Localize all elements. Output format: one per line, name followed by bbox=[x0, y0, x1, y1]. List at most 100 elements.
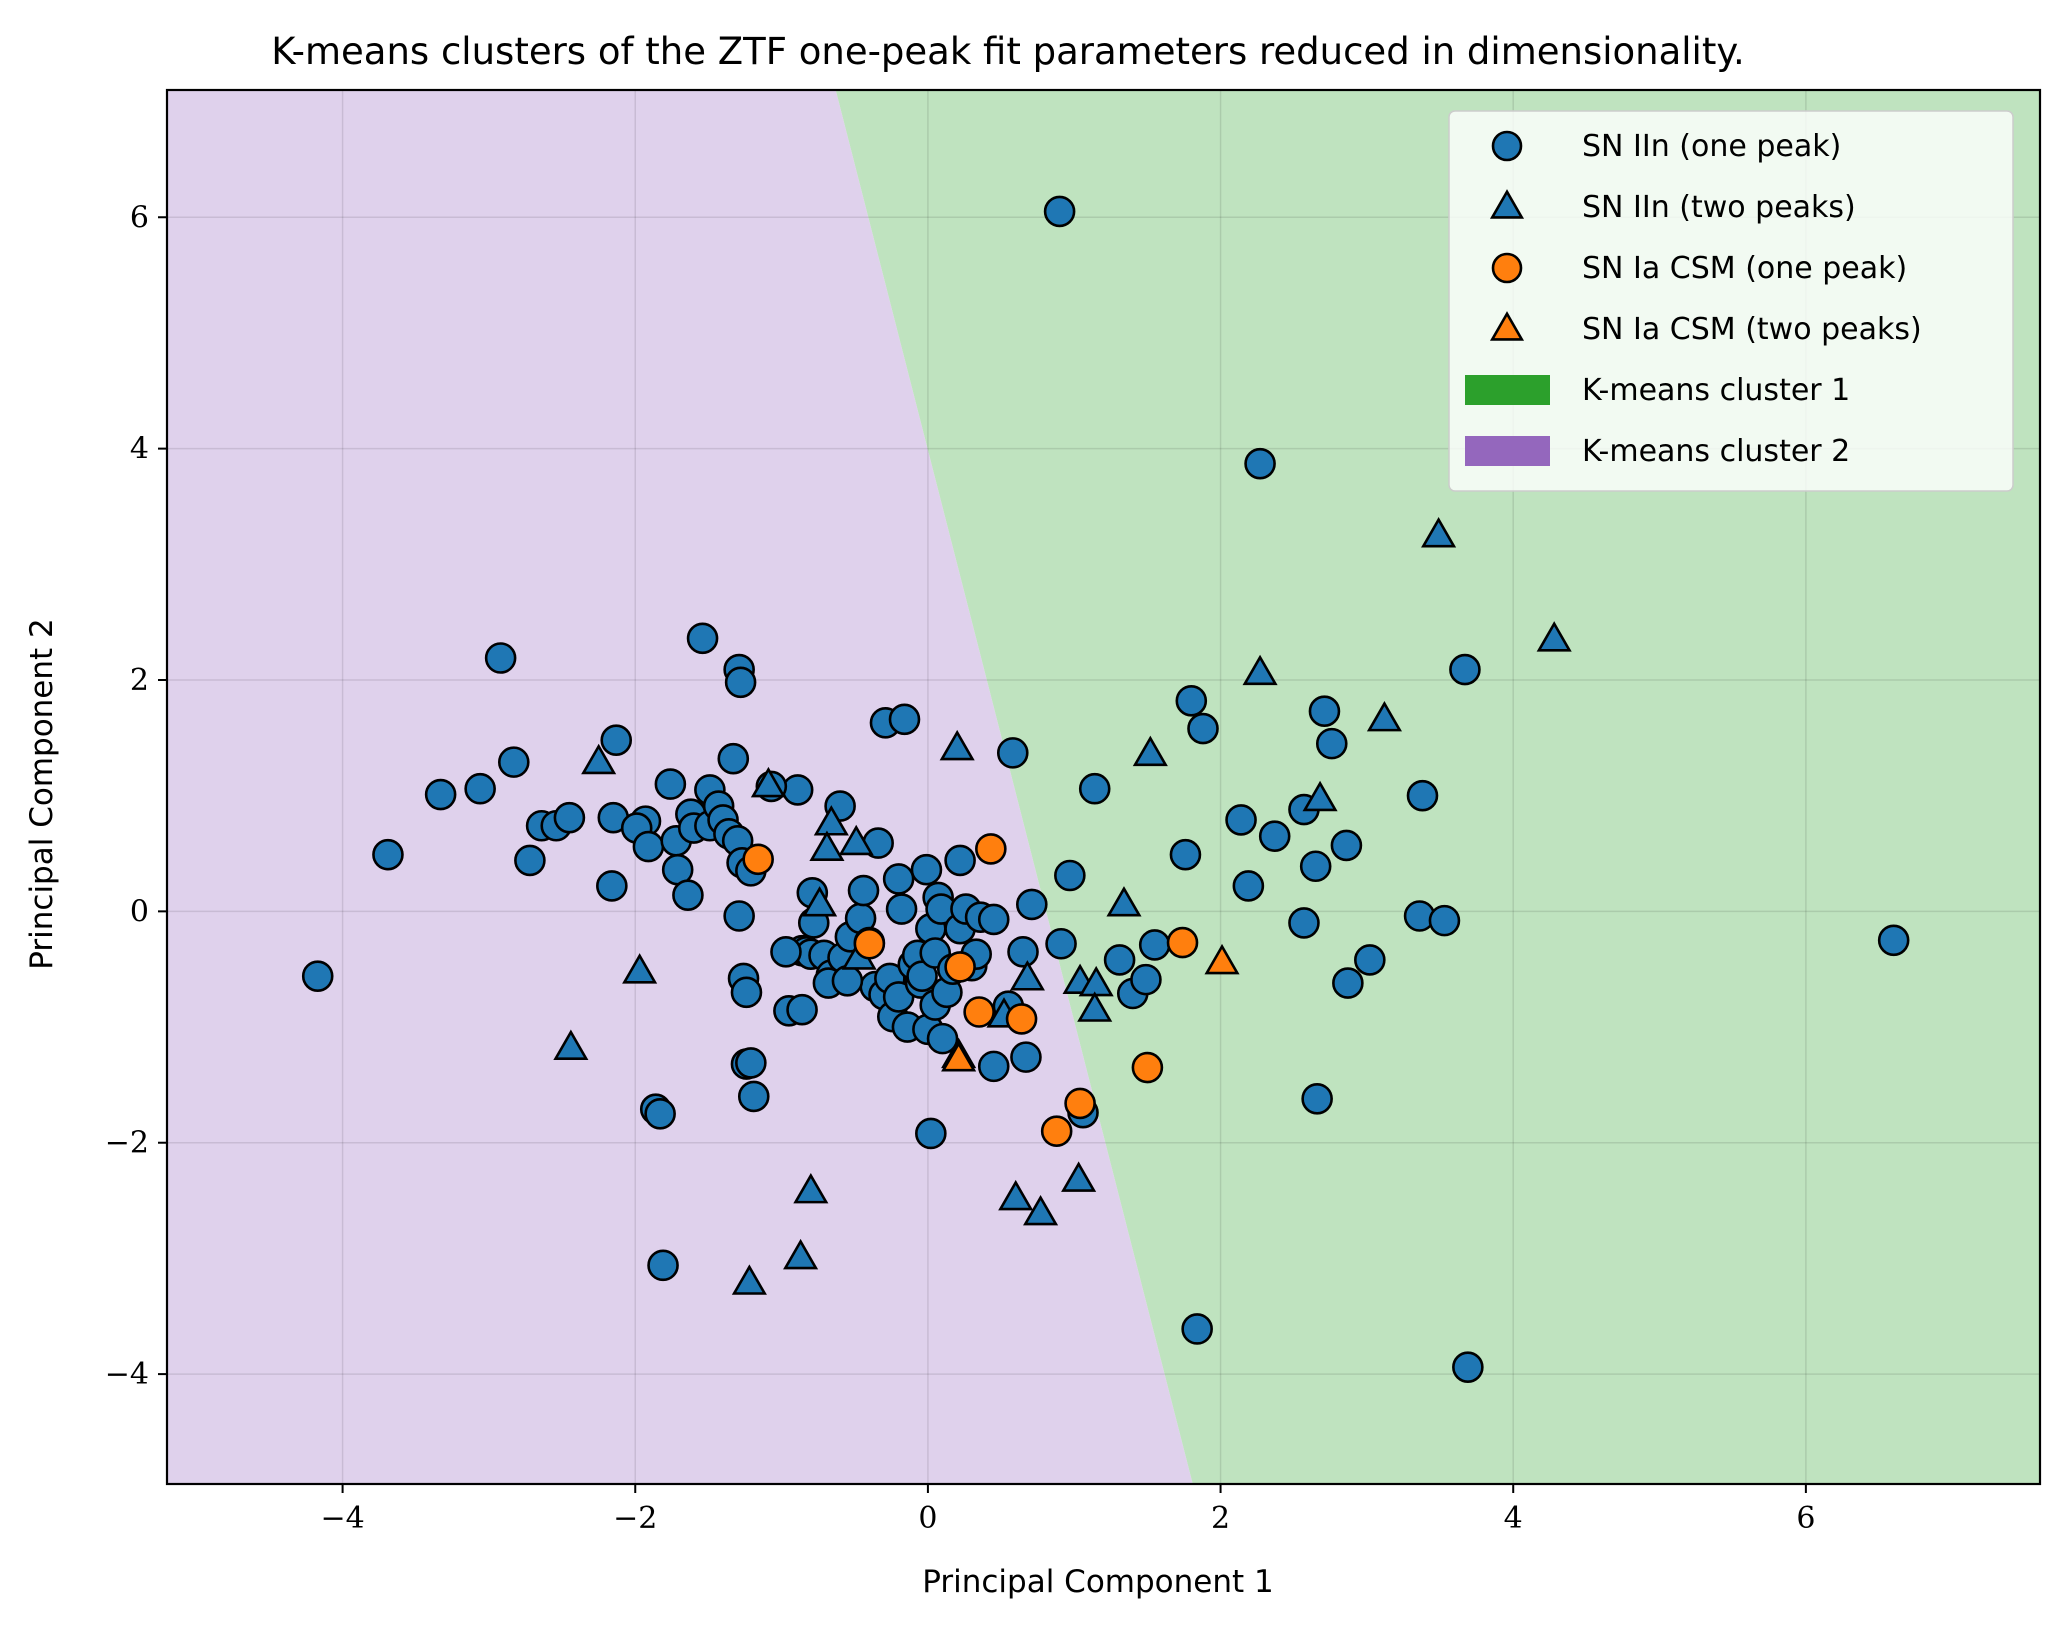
y-tick-label: −4 bbox=[105, 1357, 149, 1392]
x-tick-label: 0 bbox=[918, 1501, 937, 1536]
point-sn-ia-csm-one-peak bbox=[1040, 1115, 1073, 1147]
point-sn-iin-two-peaks bbox=[1009, 960, 1045, 991]
point-sn-iin-one-peak bbox=[1007, 936, 1039, 968]
point-sn-iin-one-peak bbox=[1301, 1082, 1333, 1115]
legend-patch-k-means-cluster-1 bbox=[1465, 375, 1550, 405]
point-sn-iin-one-peak bbox=[717, 742, 750, 775]
point-sn-iin-one-peak bbox=[977, 903, 1010, 936]
point-sn-iin-one-peak bbox=[672, 879, 704, 911]
point-sn-iin-one-peak bbox=[724, 666, 757, 699]
point-sn-iin-one-peak bbox=[1175, 685, 1208, 717]
point-sn-iin-one-peak bbox=[723, 900, 755, 932]
point-sn-iin-one-peak bbox=[654, 768, 687, 800]
point-sn-iin-two-peaks bbox=[998, 1179, 1034, 1211]
y-tick-label: 6 bbox=[130, 200, 149, 235]
x-tick-label: −2 bbox=[613, 1501, 657, 1536]
point-sn-iin-one-peak bbox=[831, 964, 864, 997]
point-sn-iin-one-peak bbox=[600, 724, 633, 756]
y-axis-label: Principal Component 2 bbox=[24, 618, 60, 970]
plot-frame bbox=[165, 88, 2042, 1486]
point-sn-iin-one-peak bbox=[1169, 838, 1202, 871]
point-sn-ia-csm-one-peak bbox=[975, 833, 1007, 865]
point-sn-iin-one-peak bbox=[1103, 944, 1136, 976]
point-sn-iin-one-peak bbox=[301, 960, 334, 992]
x-axis-label: Principal Component 1 bbox=[922, 1564, 1274, 1600]
y-tick-label: 2 bbox=[130, 663, 149, 698]
y-tick-label: 0 bbox=[130, 894, 149, 929]
point-sn-iin-two-peaks bbox=[783, 1238, 819, 1270]
point-sn-iin-one-peak bbox=[1449, 653, 1481, 686]
point-sn-iin-one-peak bbox=[1010, 1041, 1042, 1073]
point-sn-iin-one-peak bbox=[1332, 967, 1364, 999]
point-sn-iin-one-peak bbox=[737, 1080, 770, 1113]
point-sn-iin-one-peak bbox=[1288, 907, 1320, 939]
point-sn-iin-one-peak bbox=[926, 1022, 959, 1055]
point-sn-iin-two-peaks bbox=[581, 743, 617, 775]
point-sn-iin-one-peak bbox=[1244, 447, 1276, 480]
point-sn-ia-csm-one-peak bbox=[1166, 926, 1199, 959]
point-sn-iin-one-peak bbox=[1043, 195, 1076, 228]
point-sn-iin-one-peak bbox=[464, 772, 496, 805]
point-sn-iin-one-peak bbox=[1130, 963, 1162, 996]
point-sn-iin-one-peak bbox=[1354, 944, 1386, 976]
point-sn-iin-two-peaks bbox=[1061, 1161, 1097, 1192]
legend-patch-k-means-cluster-2 bbox=[1465, 436, 1550, 466]
legend-label-sn-ia-csm-two-peaks: SN Ia CSM (two peaks) bbox=[1582, 312, 1922, 347]
point-sn-ia-csm-two-peaks bbox=[1204, 943, 1240, 975]
point-sn-iin-one-peak bbox=[735, 1047, 767, 1079]
point-sn-iin-one-peak bbox=[1877, 924, 1910, 957]
point-sn-iin-one-peak bbox=[1015, 888, 1048, 921]
point-sn-iin-one-peak bbox=[514, 844, 546, 877]
point-sn-ia-csm-one-peak bbox=[1064, 1087, 1096, 1120]
legend-marker-sn-iin-one-peak bbox=[1491, 130, 1523, 162]
legend-label-sn-ia-csm-one-peak: SN Ia CSM (one peak) bbox=[1582, 251, 1907, 286]
point-sn-iin-one-peak bbox=[647, 1249, 679, 1282]
point-sn-ia-csm-one-peak bbox=[944, 951, 976, 983]
point-sn-iin-two-peaks bbox=[553, 1029, 589, 1060]
point-sn-iin-one-peak bbox=[944, 844, 976, 877]
point-sn-iin-one-peak bbox=[1406, 779, 1439, 812]
point-sn-iin-one-peak bbox=[1187, 712, 1219, 745]
y-tick-label: −2 bbox=[105, 1126, 149, 1161]
point-sn-iin-one-peak bbox=[644, 1098, 676, 1130]
point-sn-iin-one-peak bbox=[1138, 929, 1171, 961]
point-sn-iin-two-peaks bbox=[1242, 654, 1278, 686]
point-sn-iin-one-peak bbox=[885, 893, 918, 925]
point-sn-iin-one-peak bbox=[686, 622, 719, 655]
point-sn-iin-one-peak bbox=[847, 874, 880, 907]
point-sn-iin-one-peak bbox=[1045, 927, 1077, 960]
point-sn-iin-two-peaks bbox=[838, 824, 874, 856]
point-sn-iin-two-peaks bbox=[1106, 886, 1142, 917]
point-sn-ia-csm-one-peak bbox=[853, 927, 886, 960]
legend-label-sn-iin-one-peak: SN IIn (one peak) bbox=[1582, 129, 1841, 164]
legend-label-k-means-cluster-1: K-means cluster 1 bbox=[1582, 373, 1850, 408]
point-sn-iin-one-peak bbox=[497, 746, 530, 778]
point-sn-iin-one-peak bbox=[882, 863, 915, 895]
point-sn-ia-csm-one-peak bbox=[1005, 1003, 1038, 1035]
point-sn-iin-one-peak bbox=[977, 1050, 1010, 1083]
point-sn-iin-two-peaks bbox=[750, 766, 786, 798]
legend-label-sn-iin-two-peaks: SN IIn (two peaks) bbox=[1582, 190, 1856, 225]
legend-label-k-means-cluster-2: K-means cluster 2 bbox=[1582, 434, 1850, 469]
point-sn-iin-two-peaks bbox=[1132, 735, 1168, 767]
x-tick-label: 4 bbox=[1504, 1501, 1523, 1536]
point-sn-ia-csm-one-peak bbox=[963, 996, 995, 1028]
point-sn-iin-one-peak bbox=[596, 870, 628, 902]
point-sn-iin-one-peak bbox=[372, 838, 404, 871]
point-sn-iin-one-peak bbox=[910, 853, 943, 886]
point-sn-ia-csm-two-peaks bbox=[941, 1041, 977, 1072]
point-sn-ia-csm-one-peak bbox=[742, 843, 774, 876]
point-sn-iin-one-peak bbox=[1330, 829, 1363, 862]
point-sn-iin-one-peak bbox=[996, 737, 1029, 769]
point-sn-iin-two-peaks bbox=[1421, 517, 1457, 548]
point-sn-iin-one-peak bbox=[915, 1117, 947, 1150]
x-tick-label: 6 bbox=[1796, 1501, 1815, 1536]
point-sn-iin-one-peak bbox=[1299, 850, 1332, 883]
y-tick-label: 4 bbox=[130, 432, 149, 467]
legend-marker-sn-ia-csm-two-peaks bbox=[1489, 311, 1525, 341]
point-sn-iin-one-peak bbox=[1181, 1313, 1213, 1345]
point-sn-iin-two-peaks bbox=[622, 953, 658, 984]
point-sn-iin-two-peaks bbox=[802, 886, 838, 917]
